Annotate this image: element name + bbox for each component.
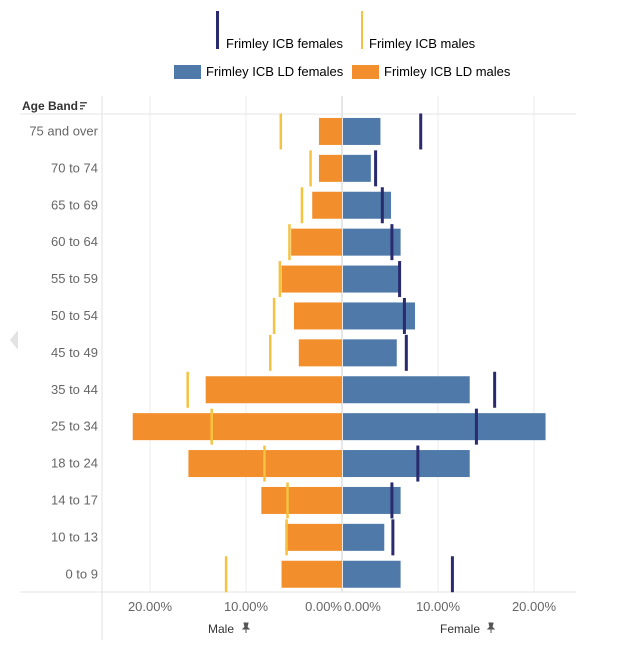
icb-male-marker[interactable] xyxy=(286,482,289,519)
ld-female-bar[interactable] xyxy=(343,413,546,441)
legend-ld-female-swatch xyxy=(174,64,201,79)
icb-male-marker[interactable] xyxy=(309,150,312,187)
icb-female-marker[interactable] xyxy=(390,482,394,519)
gridlines xyxy=(20,96,576,640)
legend-icb-females-label: Frimley ICB females xyxy=(226,36,344,51)
ld-male-bar[interactable] xyxy=(298,339,342,367)
ld-female-bar[interactable] xyxy=(343,523,385,551)
ld-female-bar[interactable] xyxy=(343,376,470,404)
ld-female-bar[interactable] xyxy=(343,154,371,182)
legend-icb-males-label: Frimley ICB males xyxy=(369,36,476,51)
category-label: 55 to 59 xyxy=(51,271,98,286)
legend-ld-male-swatch xyxy=(352,64,379,79)
ld-female-bar[interactable] xyxy=(343,339,397,367)
ld-male-bar[interactable] xyxy=(294,302,342,330)
left-tick-label: 20.00% xyxy=(128,599,173,614)
icb-male-marker[interactable] xyxy=(269,334,272,371)
sort-icon[interactable] xyxy=(80,102,87,110)
icb-female-marker[interactable] xyxy=(390,224,394,261)
icb-female-marker[interactable] xyxy=(398,261,402,298)
category-label: 10 to 13 xyxy=(51,529,98,544)
legend-ld-males[interactable]: Frimley ICB LD males xyxy=(352,64,510,79)
category-labels: 75 and over 70 to 74 65 to 69 60 to 64 55 to… xyxy=(29,123,98,581)
icb-female-marker[interactable] xyxy=(404,334,408,371)
icb-female-marker[interactable] xyxy=(402,297,406,334)
ld-male-bar[interactable] xyxy=(132,413,342,441)
icb-male-marker[interactable] xyxy=(285,519,288,556)
category-label: 50 to 54 xyxy=(51,308,98,323)
ld-female-bar[interactable] xyxy=(343,560,401,588)
category-label: 35 to 44 xyxy=(51,382,98,397)
ld-female-bar[interactable] xyxy=(343,117,381,145)
pin-icon[interactable] xyxy=(241,622,251,633)
icb-female-marker[interactable] xyxy=(391,519,395,556)
tick-labels: 20.00% 10.00% 0.00% 0.00% 10.00% 20.00% xyxy=(128,599,557,614)
markers-layer xyxy=(186,113,497,593)
icb-male-marker[interactable] xyxy=(272,297,276,334)
legend-icb-females[interactable]: Frimley ICB females xyxy=(216,8,343,51)
icb-male-marker[interactable] xyxy=(263,445,266,482)
category-label: 18 to 24 xyxy=(51,456,98,471)
legend-ld-females[interactable]: Frimley ICB LD females xyxy=(174,64,343,79)
left-tick-label: 0.00% xyxy=(305,599,342,614)
axis-name-male: Male xyxy=(208,622,234,636)
ld-male-bar[interactable] xyxy=(261,486,342,514)
legend-male-line-icon xyxy=(361,10,363,49)
icb-male-marker[interactable] xyxy=(210,408,213,445)
legend-female-line-icon xyxy=(216,10,219,49)
ld-male-bar[interactable] xyxy=(312,191,342,219)
right-tick-label: 10.00% xyxy=(416,599,461,614)
ld-female-bar[interactable] xyxy=(343,265,401,293)
category-label: 14 to 17 xyxy=(51,492,98,507)
ld-female-bar[interactable] xyxy=(343,450,470,478)
icb-female-marker[interactable] xyxy=(419,113,423,150)
legend-ld-males-label: Frimley ICB LD males xyxy=(384,64,511,79)
category-label: 75 and over xyxy=(29,123,98,138)
ld-male-bar[interactable] xyxy=(291,228,342,256)
category-label: 65 to 69 xyxy=(51,197,98,212)
left-scroll-arrow-icon[interactable] xyxy=(10,330,18,350)
icb-male-marker[interactable] xyxy=(279,113,283,150)
legend-ld-females-label: Frimley ICB LD females xyxy=(206,64,344,79)
category-label: 25 to 34 xyxy=(51,419,98,434)
category-label: 70 to 74 xyxy=(51,160,98,175)
icb-male-marker[interactable] xyxy=(278,261,282,298)
category-label: 45 to 49 xyxy=(51,345,98,360)
left-tick-label: 10.00% xyxy=(224,599,269,614)
icb-male-marker[interactable] xyxy=(186,371,189,408)
ld-male-bar[interactable] xyxy=(281,560,342,588)
ld-male-bar[interactable] xyxy=(285,523,342,551)
icb-male-marker[interactable] xyxy=(288,224,291,261)
icb-female-marker[interactable] xyxy=(493,371,497,408)
right-tick-label: 0.00% xyxy=(344,599,381,614)
icb-male-marker[interactable] xyxy=(300,187,304,224)
category-label: 0 to 9 xyxy=(65,566,98,581)
ld-male-bar[interactable] xyxy=(318,154,342,182)
category-label: 60 to 64 xyxy=(51,234,98,249)
ld-male-bar[interactable] xyxy=(281,265,342,293)
icb-female-marker[interactable] xyxy=(416,445,420,482)
ld-male-bar[interactable] xyxy=(205,376,342,404)
row-header-label: Age Band xyxy=(22,99,78,113)
right-tick-label: 20.00% xyxy=(512,599,557,614)
icb-female-marker[interactable] xyxy=(474,408,478,445)
icb-male-marker[interactable] xyxy=(224,556,228,593)
pin-icon[interactable] xyxy=(486,622,496,633)
axis-name-female: Female xyxy=(440,622,480,636)
icb-female-marker[interactable] xyxy=(450,556,454,593)
icb-female-marker[interactable] xyxy=(380,187,384,224)
ld-male-bar[interactable] xyxy=(318,117,342,145)
icb-female-marker[interactable] xyxy=(374,150,378,187)
bars-layer xyxy=(132,117,546,588)
legend-icb-males[interactable]: Frimley ICB males xyxy=(361,8,475,51)
